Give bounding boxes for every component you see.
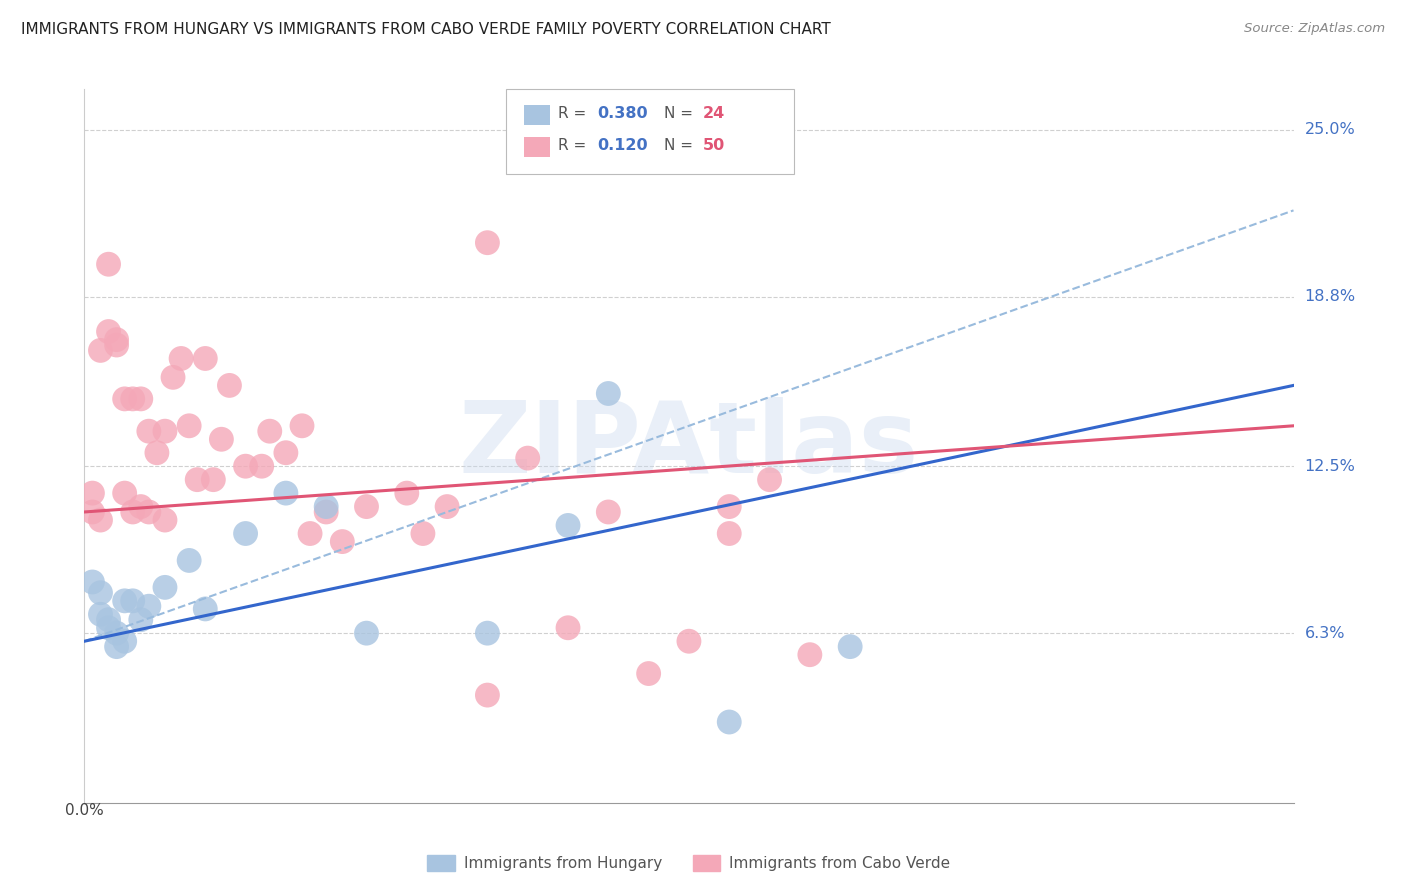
Legend: Immigrants from Hungary, Immigrants from Cabo Verde: Immigrants from Hungary, Immigrants from… — [422, 849, 956, 877]
Point — [105, 640, 128, 654]
Point — [218, 378, 240, 392]
Text: 50: 50 — [703, 138, 725, 153]
Point — [179, 553, 201, 567]
Text: 0.0%: 0.0% — [65, 803, 104, 818]
Point — [89, 586, 111, 600]
Point — [839, 640, 862, 654]
Point — [121, 505, 143, 519]
Point — [598, 386, 620, 401]
Point — [194, 351, 217, 366]
Point — [153, 513, 176, 527]
Point — [138, 599, 160, 614]
Point — [194, 602, 217, 616]
Point — [97, 621, 120, 635]
Point — [186, 473, 208, 487]
Point — [105, 338, 128, 352]
Point — [799, 648, 821, 662]
Point — [436, 500, 458, 514]
Point — [330, 534, 353, 549]
Point — [291, 418, 314, 433]
Point — [89, 513, 111, 527]
Point — [274, 446, 297, 460]
Text: 0.120: 0.120 — [598, 138, 648, 153]
Point — [718, 714, 741, 729]
Point — [477, 688, 499, 702]
Point — [315, 505, 337, 519]
Point — [235, 459, 257, 474]
Point — [557, 518, 579, 533]
Text: 12.5%: 12.5% — [1305, 458, 1355, 474]
Point — [477, 235, 499, 250]
Point — [678, 634, 700, 648]
Text: 18.8%: 18.8% — [1305, 289, 1355, 304]
Text: N =: N = — [664, 138, 697, 153]
Text: R =: R = — [558, 106, 592, 120]
Point — [105, 626, 128, 640]
Point — [129, 392, 152, 406]
Point — [153, 424, 176, 438]
Point — [356, 500, 378, 514]
Point — [259, 424, 281, 438]
Point — [395, 486, 418, 500]
Point — [209, 432, 232, 446]
Text: 25.0%: 25.0% — [1305, 122, 1355, 137]
Point — [557, 621, 579, 635]
Text: 24: 24 — [703, 106, 725, 120]
Point — [121, 594, 143, 608]
Point — [153, 580, 176, 594]
Text: IMMIGRANTS FROM HUNGARY VS IMMIGRANTS FROM CABO VERDE FAMILY POVERTY CORRELATION: IMMIGRANTS FROM HUNGARY VS IMMIGRANTS FR… — [21, 22, 831, 37]
Point — [299, 526, 322, 541]
Point — [114, 594, 136, 608]
Point — [129, 500, 152, 514]
Point — [105, 333, 128, 347]
Point — [637, 666, 659, 681]
Point — [89, 343, 111, 358]
Point — [114, 634, 136, 648]
Point — [162, 370, 184, 384]
Point — [598, 505, 620, 519]
Point — [412, 526, 434, 541]
Point — [138, 505, 160, 519]
Point — [97, 613, 120, 627]
Point — [129, 613, 152, 627]
Point — [114, 486, 136, 500]
Point — [315, 500, 337, 514]
Point — [121, 392, 143, 406]
Text: Source: ZipAtlas.com: Source: ZipAtlas.com — [1244, 22, 1385, 36]
Point — [89, 607, 111, 622]
Point — [250, 459, 273, 474]
Point — [718, 500, 741, 514]
Text: 6.3%: 6.3% — [1305, 625, 1346, 640]
Point — [202, 473, 225, 487]
Point — [718, 526, 741, 541]
Point — [146, 446, 169, 460]
Point — [179, 418, 201, 433]
Point — [82, 574, 104, 589]
Point — [170, 351, 193, 366]
Text: R =: R = — [558, 138, 592, 153]
Point — [516, 451, 538, 466]
Point — [97, 325, 120, 339]
Text: 0.380: 0.380 — [598, 106, 648, 120]
Point — [82, 505, 104, 519]
Point — [235, 526, 257, 541]
Point — [97, 257, 120, 271]
Text: ZIPAtlas: ZIPAtlas — [458, 398, 920, 494]
Point — [138, 424, 160, 438]
Point — [274, 486, 297, 500]
Point — [758, 473, 780, 487]
Point — [356, 626, 378, 640]
Text: N =: N = — [664, 106, 697, 120]
Point — [82, 486, 104, 500]
Point — [114, 392, 136, 406]
Point — [477, 626, 499, 640]
